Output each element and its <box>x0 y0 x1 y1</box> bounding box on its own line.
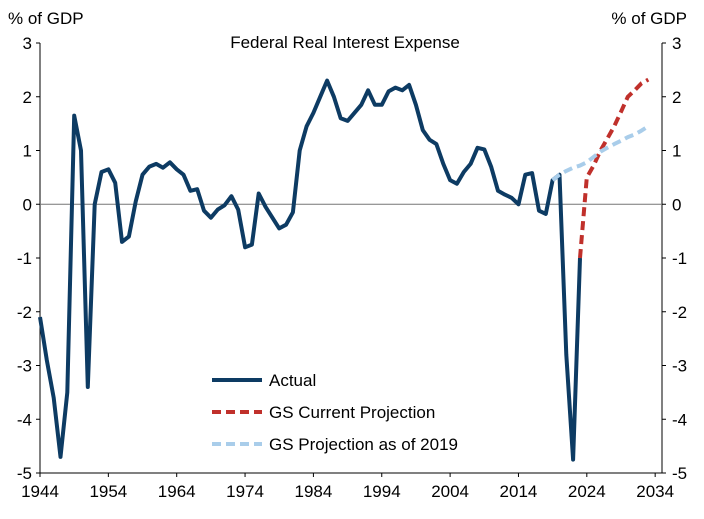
y-tick-label-right: -3 <box>672 357 687 376</box>
chart-title: Federal Real Interest Expense <box>230 33 460 52</box>
x-tick-label: 2014 <box>500 482 538 501</box>
x-tick-label: 2024 <box>568 482 606 501</box>
tick-labels-layer: -5 -5 -4 -4 -3 -3 -2 -2 -1 -1 0 0 1 1 2 2 3 3 1944 1954 1964… <box>17 34 687 501</box>
y-tick-label-left: -3 <box>17 357 32 376</box>
y-tick-label-right: 2 <box>672 88 681 107</box>
series-layer <box>38 77 650 462</box>
x-tick-label: 1964 <box>158 482 196 501</box>
x-tick-label: 1974 <box>226 482 264 501</box>
legend-label-0: Actual <box>269 371 316 390</box>
series-line-0 <box>38 78 582 462</box>
y-tick-label-right: -4 <box>672 410 687 429</box>
legend-label-2: GS Projection as of 2019 <box>269 435 458 454</box>
x-tick-label: 1954 <box>89 482 127 501</box>
y-tick-label-right: 0 <box>672 195 681 214</box>
y-axis-label-right: % of GDP <box>611 9 687 28</box>
axes-layer <box>36 42 666 477</box>
y-axis-label-left: % of GDP <box>8 9 84 28</box>
y-tick-label-left: -2 <box>17 303 32 322</box>
y-tick-label-left: 1 <box>23 142 32 161</box>
y-tick-label-left: -1 <box>17 249 32 268</box>
y-tick-label-right: -5 <box>672 464 687 483</box>
x-tick-label: 1984 <box>294 482 332 501</box>
y-tick-label-left: -5 <box>17 464 32 483</box>
x-tick-label: 1944 <box>21 482 59 501</box>
y-tick-label-left: 0 <box>23 195 32 214</box>
y-tick-label-left: 3 <box>23 34 32 53</box>
series-line-1 <box>578 77 650 259</box>
legend: Actual GS Current Projection GS Projection… <box>212 371 458 454</box>
series-line-2 <box>551 124 650 182</box>
legend-label-1: GS Current Projection <box>269 403 435 422</box>
y-tick-label-right: -1 <box>672 249 687 268</box>
x-tick-label: 1994 <box>363 482 401 501</box>
y-tick-label-right: 1 <box>672 142 681 161</box>
x-tick-label: 2004 <box>431 482 469 501</box>
y-tick-label-right: -2 <box>672 303 687 322</box>
x-tick-label: 2034 <box>636 482 674 501</box>
y-tick-label-left: 2 <box>23 88 32 107</box>
y-tick-label-left: -4 <box>17 410 32 429</box>
y-tick-label-right: 3 <box>672 34 681 53</box>
